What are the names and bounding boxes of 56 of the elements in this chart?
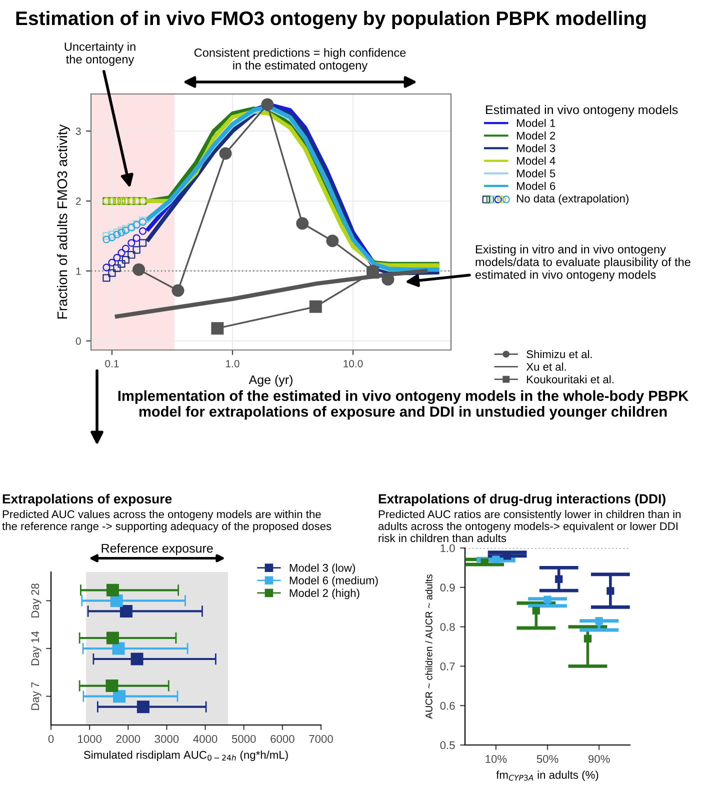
chart-title: Extrapolations of drug-drug interactions (DDI) <box>378 494 666 506</box>
y-tick-label: 0.9 <box>440 584 455 592</box>
legend-label: Xu et al. <box>526 362 566 371</box>
x-tick-label: 1000 <box>78 735 102 743</box>
legend-label: Model 1 <box>517 118 556 128</box>
legend-label: No data (extrapolation) <box>517 194 628 205</box>
text: Consistent predictions = high confidence in the estimated ontogeny <box>194 48 406 72</box>
y-axis-title: Fraction of adults FMO3 activity <box>56 124 70 318</box>
legend-label: Shimizu et al. <box>526 350 592 358</box>
x-axis-title: Simulated risdiplam AUC$_{0−24h}$ (ng*h/mL) <box>84 750 288 761</box>
legend-label: Model 5 <box>517 169 556 178</box>
x-tick-label: 10% <box>486 755 507 763</box>
y-tick-label: 2 <box>76 198 81 205</box>
x-tick-label: 50% <box>536 755 558 763</box>
x-tick-label: 4000 <box>193 735 218 743</box>
chart-subtitle: Predicted AUC ratios are consistently lower in children than in adults across the ontogeny models-> equivalent or lower DDI risk in children than adults <box>378 510 681 542</box>
x-tick-label: 90% <box>588 755 610 763</box>
y-tick-label: 0.8 <box>440 623 455 631</box>
y-tick-label: 1.0 <box>440 544 455 552</box>
x-tick-label: 0.1 <box>105 360 119 368</box>
y-axis-title: AUCR ~ children / AUCR ~ adults <box>425 574 432 719</box>
x-axis-title: fm$_{CYP3A}$ in adults (%) <box>496 770 598 781</box>
legend-label: Model 2 <box>517 131 556 140</box>
x-axis-title: Age (yr) <box>248 374 292 387</box>
legend-label: Model 2 (high) <box>290 588 360 600</box>
x-tick-label: 2000 <box>116 735 140 743</box>
x-tick-label: 10.0 <box>344 360 363 368</box>
y-tick-label: 3 <box>76 128 81 135</box>
x-tick-label: 6000 <box>270 735 294 743</box>
x-tick-label: 0 <box>48 735 54 743</box>
x-tick-label: 7000 <box>309 735 333 743</box>
legend-label: Model 6 <box>517 182 556 190</box>
text: Uncertainty in the ontogeny <box>64 42 136 66</box>
y-tick-label: Day 14 <box>31 631 42 666</box>
chart-title: Extrapolations of exposure <box>2 494 172 506</box>
y-tick-label: Day 28 <box>31 584 42 618</box>
chart-subtitle: Predicted AUC values across the ontogeny models are within the the reference range -> supporting adequacy of the proposed doses <box>2 510 332 532</box>
band-label: Reference exposure <box>102 544 213 556</box>
text: Implementation of the estimated in vivo ontogeny models in the whole-body PBPK model for extrapolations of exposure and DDI in unstudied younger children <box>118 390 689 420</box>
legend-label: Model 6 (medium) <box>290 576 378 587</box>
y-tick-label: 0 <box>76 337 81 345</box>
y-tick-label: 0.5 <box>440 741 455 750</box>
x-tick-label: 1.0 <box>226 360 240 368</box>
y-tick-label: Day 7 <box>31 682 42 710</box>
x-tick-label: 3000 <box>154 735 179 743</box>
legend-label: Model 3 <box>517 144 556 152</box>
text: Existing in vitro and in vivo ontogeny models/data to evaluate plausibility of the estimated in vivo ontogeny models <box>476 244 690 282</box>
legend-title: Estimated in vivo ontogeny models <box>486 105 678 117</box>
legend-label: Model 4 <box>517 156 556 165</box>
x-tick-label: 5000 <box>232 735 256 743</box>
legend-label: Model 3 (low) <box>290 564 355 574</box>
y-tick-label: 1 <box>76 268 81 275</box>
y-tick-label: 0.7 <box>440 662 455 670</box>
y-tick-label: 0.6 <box>440 702 455 710</box>
legend-label: Koukouritaki et al. <box>527 375 614 384</box>
chart-title: Estimation of in vivo FMO3 ontogeny by population PBPK modelling <box>16 10 646 30</box>
